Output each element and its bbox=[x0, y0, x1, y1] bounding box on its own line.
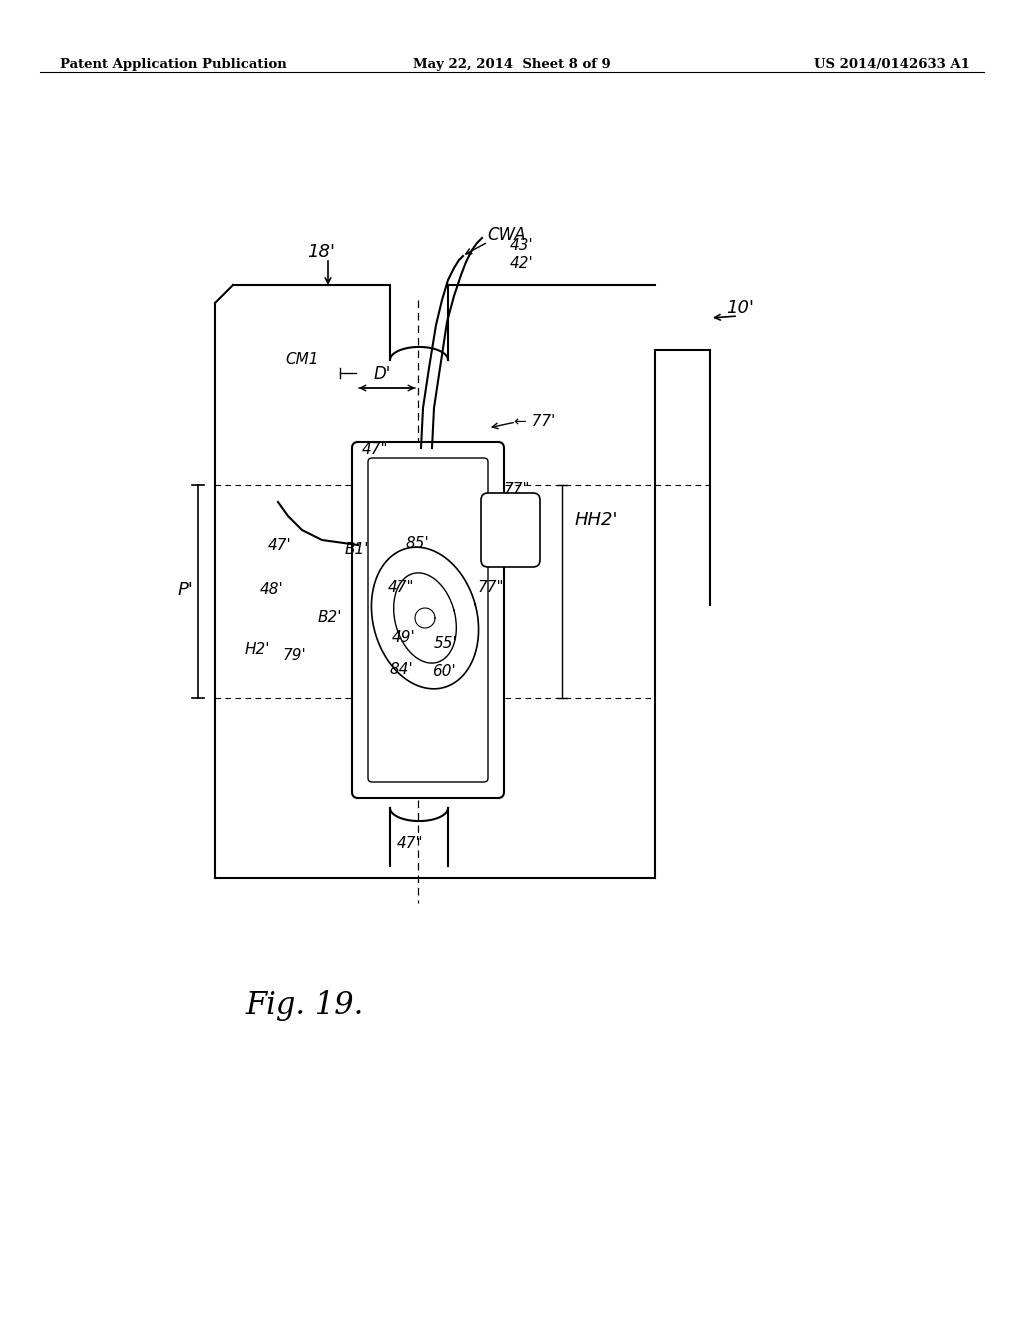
Text: 84': 84' bbox=[390, 663, 414, 677]
Text: 47': 47' bbox=[268, 537, 292, 553]
Text: 47": 47" bbox=[362, 442, 388, 458]
Text: 49': 49' bbox=[392, 630, 416, 644]
Text: B1': B1' bbox=[345, 543, 370, 557]
Text: 43': 43' bbox=[510, 239, 534, 253]
Text: CWA: CWA bbox=[487, 226, 525, 244]
Text: May 22, 2014  Sheet 8 of 9: May 22, 2014 Sheet 8 of 9 bbox=[413, 58, 611, 71]
Text: 60': 60' bbox=[432, 664, 456, 680]
FancyBboxPatch shape bbox=[352, 442, 504, 799]
Text: Patent Application Publication: Patent Application Publication bbox=[60, 58, 287, 71]
FancyBboxPatch shape bbox=[481, 492, 540, 568]
Text: 85': 85' bbox=[406, 536, 430, 550]
Text: HH2': HH2' bbox=[575, 511, 618, 529]
Text: 47": 47" bbox=[397, 836, 424, 850]
Text: 77": 77" bbox=[504, 483, 530, 498]
FancyBboxPatch shape bbox=[368, 458, 488, 781]
Text: 10': 10' bbox=[726, 300, 754, 317]
Text: 42': 42' bbox=[510, 256, 534, 272]
Text: US 2014/0142633 A1: US 2014/0142633 A1 bbox=[814, 58, 970, 71]
Text: CM1: CM1 bbox=[285, 352, 318, 367]
Text: 79': 79' bbox=[283, 648, 307, 664]
Text: 47": 47" bbox=[388, 581, 415, 595]
Text: Fig. 19.: Fig. 19. bbox=[245, 990, 364, 1020]
Text: ← 77': ← 77' bbox=[514, 414, 555, 429]
Text: B2': B2' bbox=[318, 610, 342, 626]
Text: 55': 55' bbox=[434, 635, 458, 651]
Text: 18': 18' bbox=[307, 243, 335, 261]
Text: P': P' bbox=[178, 581, 194, 599]
Text: 77": 77" bbox=[478, 581, 505, 595]
Text: 48': 48' bbox=[260, 582, 284, 598]
Text: D': D' bbox=[374, 366, 391, 383]
Text: H2': H2' bbox=[245, 643, 270, 657]
